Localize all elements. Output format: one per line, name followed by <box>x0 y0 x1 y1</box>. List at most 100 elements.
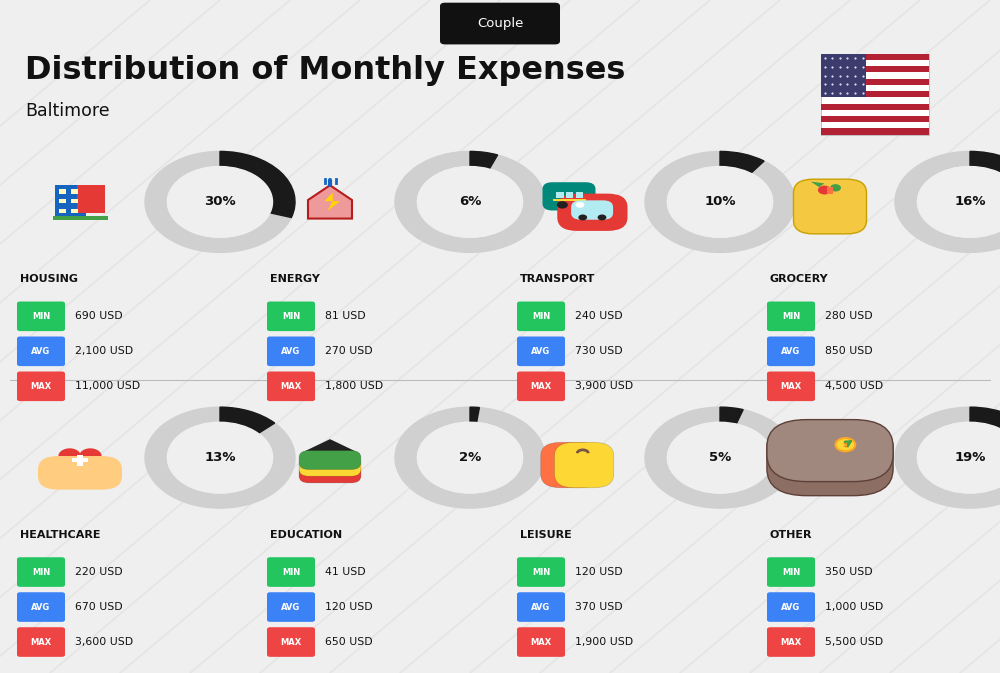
Text: MIN: MIN <box>282 567 300 577</box>
Text: 220 USD: 220 USD <box>75 567 123 577</box>
Circle shape <box>895 151 1000 252</box>
Text: EDUCATION: EDUCATION <box>270 530 342 540</box>
FancyBboxPatch shape <box>576 192 583 199</box>
Text: OTHER: OTHER <box>770 530 812 540</box>
Text: MAX: MAX <box>30 637 52 647</box>
FancyBboxPatch shape <box>767 420 893 482</box>
Text: LEISURE: LEISURE <box>520 530 572 540</box>
FancyBboxPatch shape <box>59 209 66 213</box>
FancyBboxPatch shape <box>552 199 586 201</box>
Circle shape <box>668 167 772 238</box>
Text: 370 USD: 370 USD <box>575 602 623 612</box>
FancyBboxPatch shape <box>71 199 78 203</box>
FancyBboxPatch shape <box>767 336 815 366</box>
Circle shape <box>836 438 855 452</box>
Text: AVG: AVG <box>531 602 551 612</box>
Circle shape <box>918 423 1000 493</box>
Text: 350 USD: 350 USD <box>825 567 873 577</box>
FancyBboxPatch shape <box>267 336 315 366</box>
FancyBboxPatch shape <box>821 79 929 85</box>
FancyBboxPatch shape <box>554 442 614 488</box>
FancyBboxPatch shape <box>821 116 929 122</box>
FancyBboxPatch shape <box>541 442 600 488</box>
Text: MAX: MAX <box>780 382 802 391</box>
Text: 240 USD: 240 USD <box>575 312 623 321</box>
Text: MIN: MIN <box>782 567 800 577</box>
Text: MAX: MAX <box>30 382 52 391</box>
FancyBboxPatch shape <box>17 627 65 657</box>
Text: AVG: AVG <box>781 347 801 356</box>
FancyBboxPatch shape <box>517 592 565 622</box>
FancyBboxPatch shape <box>71 209 78 213</box>
FancyBboxPatch shape <box>71 189 78 194</box>
Wedge shape <box>720 407 743 424</box>
Circle shape <box>645 407 795 508</box>
Circle shape <box>918 423 1000 493</box>
FancyBboxPatch shape <box>517 627 565 657</box>
FancyBboxPatch shape <box>267 627 315 657</box>
Text: MIN: MIN <box>532 312 550 321</box>
Text: HEALTHCARE: HEALTHCARE <box>20 530 100 540</box>
FancyBboxPatch shape <box>72 458 88 462</box>
Text: AVG: AVG <box>31 347 51 356</box>
Text: AVG: AVG <box>531 347 551 356</box>
FancyBboxPatch shape <box>821 91 929 98</box>
FancyBboxPatch shape <box>267 302 315 331</box>
Circle shape <box>598 215 606 221</box>
FancyBboxPatch shape <box>17 592 65 622</box>
FancyBboxPatch shape <box>767 627 815 657</box>
Circle shape <box>145 151 295 252</box>
FancyBboxPatch shape <box>767 302 815 331</box>
FancyBboxPatch shape <box>267 592 315 622</box>
Circle shape <box>645 151 795 252</box>
FancyBboxPatch shape <box>767 557 815 587</box>
Text: 120 USD: 120 USD <box>325 602 373 612</box>
Text: 11,000 USD: 11,000 USD <box>75 382 140 391</box>
Text: MAX: MAX <box>530 382 552 391</box>
Text: 13%: 13% <box>204 451 236 464</box>
FancyBboxPatch shape <box>299 450 361 470</box>
FancyBboxPatch shape <box>59 189 66 194</box>
Text: 30%: 30% <box>204 195 236 209</box>
Text: 19%: 19% <box>954 451 986 464</box>
FancyBboxPatch shape <box>542 182 596 211</box>
Text: MAX: MAX <box>280 382 302 391</box>
FancyBboxPatch shape <box>767 371 815 401</box>
FancyBboxPatch shape <box>566 192 573 199</box>
FancyBboxPatch shape <box>821 129 929 135</box>
FancyBboxPatch shape <box>827 187 833 194</box>
Text: 1,800 USD: 1,800 USD <box>325 382 383 391</box>
Wedge shape <box>220 151 295 217</box>
FancyBboxPatch shape <box>55 185 86 219</box>
Text: MAX: MAX <box>280 637 302 647</box>
Circle shape <box>168 423 272 493</box>
Wedge shape <box>220 407 275 433</box>
FancyBboxPatch shape <box>17 557 65 587</box>
Text: HOUSING: HOUSING <box>20 275 78 284</box>
Circle shape <box>395 407 545 508</box>
FancyBboxPatch shape <box>267 371 315 401</box>
Text: $: $ <box>842 440 848 449</box>
Text: 730 USD: 730 USD <box>575 347 623 356</box>
Polygon shape <box>324 192 340 211</box>
Circle shape <box>418 423 522 493</box>
Polygon shape <box>305 439 355 451</box>
Text: MIN: MIN <box>32 312 50 321</box>
Text: MIN: MIN <box>282 312 300 321</box>
Circle shape <box>168 167 272 238</box>
FancyBboxPatch shape <box>821 54 929 135</box>
Text: 650 USD: 650 USD <box>325 637 373 647</box>
Text: 16%: 16% <box>954 195 986 209</box>
Text: 3,600 USD: 3,600 USD <box>75 637 133 647</box>
Polygon shape <box>308 185 352 219</box>
FancyBboxPatch shape <box>440 3 560 44</box>
Text: AVG: AVG <box>31 602 51 612</box>
Text: 1,900 USD: 1,900 USD <box>575 637 633 647</box>
Wedge shape <box>720 151 764 174</box>
Wedge shape <box>470 407 479 423</box>
FancyBboxPatch shape <box>821 54 866 98</box>
Text: MAX: MAX <box>780 637 802 647</box>
Text: 670 USD: 670 USD <box>75 602 123 612</box>
Circle shape <box>168 423 272 493</box>
FancyBboxPatch shape <box>17 302 65 331</box>
